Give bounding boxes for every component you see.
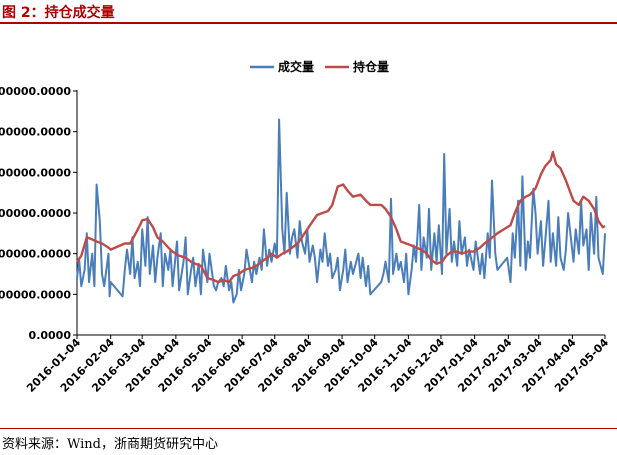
series-line-volume xyxy=(76,118,606,304)
y-tick-label: 100000.0000 xyxy=(0,288,71,301)
figure-title: 图 2：持仓成交量 xyxy=(2,5,115,21)
y-tick-label: 400000.0000 xyxy=(0,166,71,179)
series-line-open-interest xyxy=(76,150,606,284)
title-rule xyxy=(0,22,617,24)
y-tick-label: 200000.0000 xyxy=(0,248,71,261)
source-label: 资料来源： xyxy=(2,437,68,452)
y-tick-label: 0.0000 xyxy=(29,329,72,342)
source-note: 资料来源：Wind，浙商期货研究中心 xyxy=(2,433,218,452)
chart-legend: 成交量 持仓量 xyxy=(250,59,389,74)
legend-label: 持仓量 xyxy=(353,59,389,74)
series-layer xyxy=(76,118,606,304)
y-tick-label: 300000.0000 xyxy=(0,207,71,220)
source-text: Wind，浙商期货研究中心 xyxy=(67,437,219,452)
volume-oi-line-chart: 成交量 持仓量 0.0000 100000.0000 200000.0000 30000… xyxy=(0,59,611,395)
source-rule xyxy=(0,428,617,429)
legend-label: 成交量 xyxy=(278,59,314,74)
y-tick-label: 500000.0000 xyxy=(0,126,71,139)
y-axis: 0.0000 100000.0000 200000.0000 300000.0000 4… xyxy=(0,85,78,342)
x-axis: 2016-01-042016-02-042016-03-042016-04-04… xyxy=(24,334,611,395)
y-tick-label: 600000.0000 xyxy=(0,85,71,98)
